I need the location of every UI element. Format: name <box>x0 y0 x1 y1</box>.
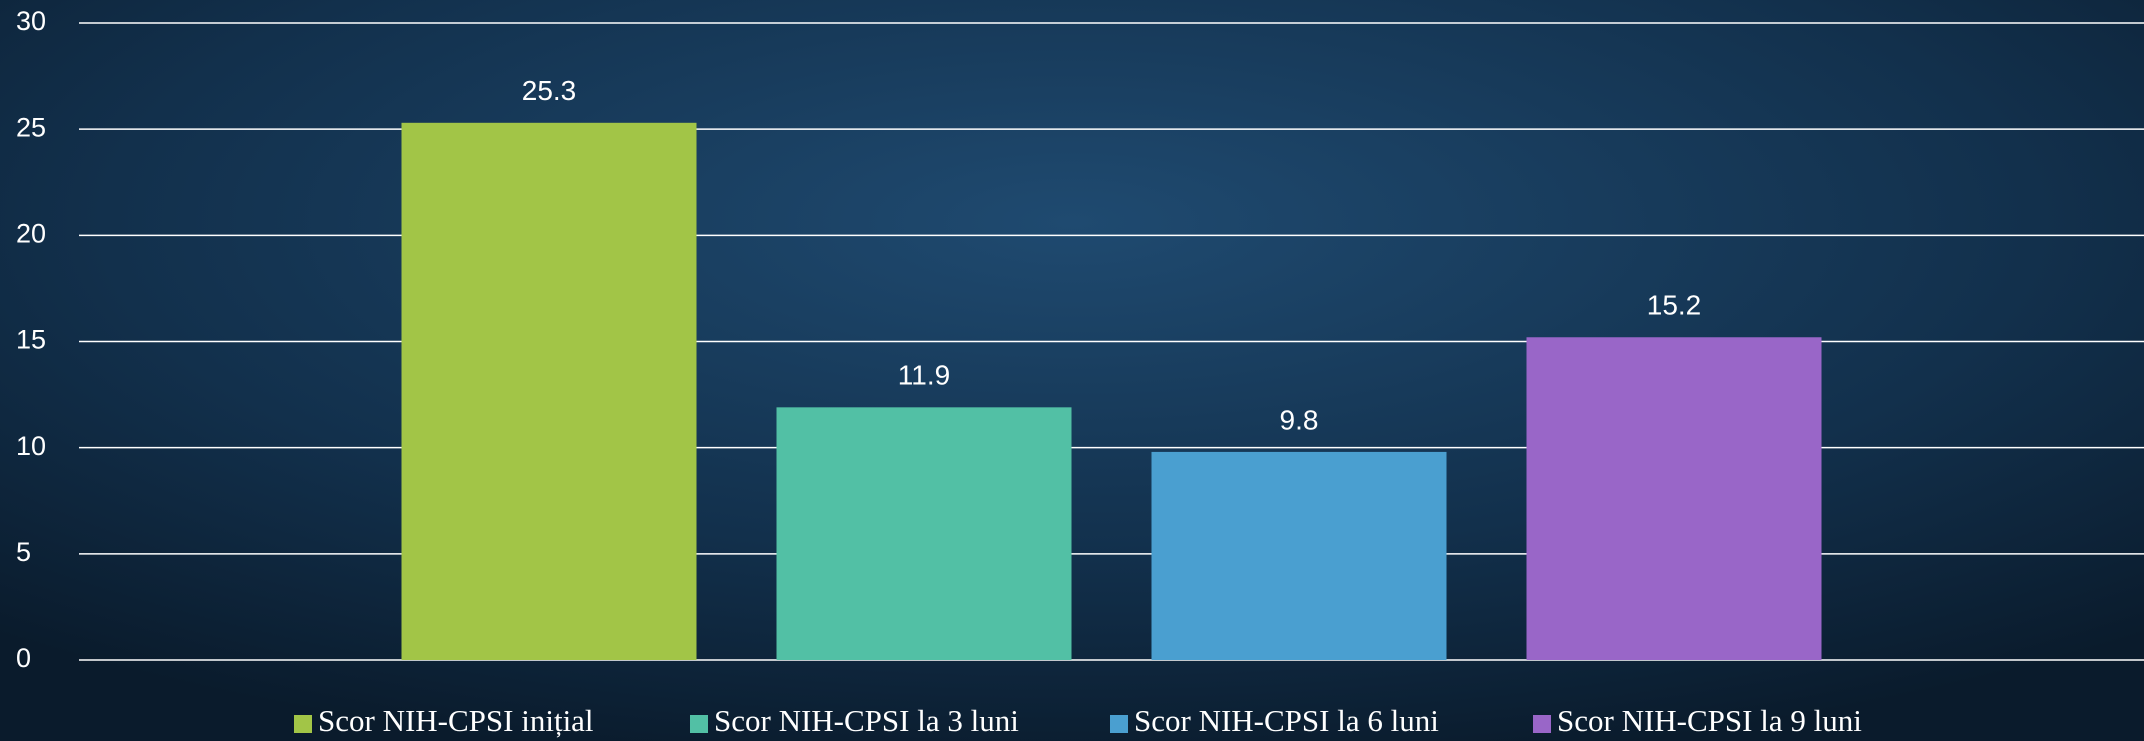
legend-label: Scor NIH-CPSI la 9 luni <box>1557 703 1862 738</box>
legend-swatch <box>1533 715 1551 733</box>
data-label: 11.9 <box>898 360 950 391</box>
bar <box>1151 451 1447 660</box>
legend-swatch <box>1110 715 1128 733</box>
data-label: 25.3 <box>522 75 577 106</box>
y-tick-label: 20 <box>16 218 46 248</box>
y-tick-label: 5 <box>16 537 31 567</box>
legend-label: Scor NIH-CPSI la 3 luni <box>714 703 1019 738</box>
y-tick-label: 15 <box>16 325 46 355</box>
y-tick-label: 10 <box>16 431 46 461</box>
bar <box>776 407 1072 660</box>
bar <box>1526 337 1822 660</box>
legend-swatch <box>690 715 708 733</box>
y-tick-label: 30 <box>16 6 46 36</box>
bar <box>401 122 697 660</box>
data-label: 9.8 <box>1280 404 1319 435</box>
legend-label: Scor NIH-CPSI inițial <box>318 703 594 738</box>
legend-label: Scor NIH-CPSI la 6 luni <box>1134 703 1439 738</box>
data-label: 15.2 <box>1647 290 1702 321</box>
y-tick-label: 0 <box>16 643 31 673</box>
y-tick-label: 25 <box>16 112 46 142</box>
legend-swatch <box>294 715 312 733</box>
